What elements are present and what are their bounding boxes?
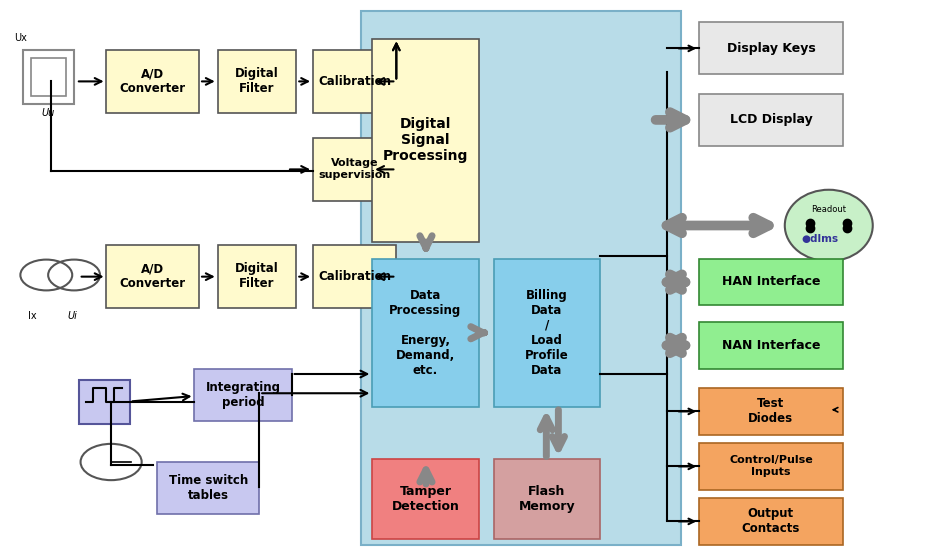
FancyBboxPatch shape: [699, 94, 843, 146]
Text: LCD Display: LCD Display: [730, 113, 812, 126]
Text: Test
Diodes: Test Diodes: [748, 397, 794, 425]
Text: Ui: Ui: [68, 311, 78, 321]
FancyBboxPatch shape: [699, 322, 843, 369]
Text: Calibration: Calibration: [319, 270, 391, 283]
FancyBboxPatch shape: [313, 50, 396, 113]
Text: Data
Processing

Energy,
Demand,
etc.: Data Processing Energy, Demand, etc.: [389, 289, 462, 377]
FancyBboxPatch shape: [699, 498, 843, 544]
Text: Billing
Data
/
Load
Profile
Data: Billing Data / Load Profile Data: [525, 289, 569, 377]
FancyBboxPatch shape: [361, 11, 681, 544]
FancyBboxPatch shape: [194, 368, 292, 421]
Text: HAN Interface: HAN Interface: [721, 276, 820, 288]
Text: Tamper
Detection: Tamper Detection: [392, 485, 459, 513]
Text: Time switch
tables: Time switch tables: [169, 474, 248, 502]
Text: A/D
Converter: A/D Converter: [119, 67, 186, 95]
Text: Calibration: Calibration: [319, 75, 391, 87]
Text: Voltage
supervision: Voltage supervision: [319, 158, 391, 180]
Text: Integrating
period: Integrating period: [206, 381, 281, 409]
Text: NAN Interface: NAN Interface: [721, 339, 820, 351]
FancyBboxPatch shape: [699, 22, 843, 74]
Text: Readout: Readout: [811, 205, 846, 213]
FancyBboxPatch shape: [218, 245, 296, 308]
FancyBboxPatch shape: [218, 50, 296, 113]
Text: Uu: Uu: [42, 107, 55, 118]
Text: Output
Contacts: Output Contacts: [742, 507, 800, 535]
FancyBboxPatch shape: [79, 379, 130, 424]
Text: Digital
Filter: Digital Filter: [235, 262, 279, 290]
Text: Flash
Memory: Flash Memory: [519, 485, 575, 513]
Text: Digital
Signal
Processing: Digital Signal Processing: [382, 117, 469, 163]
FancyBboxPatch shape: [106, 245, 199, 308]
Text: A/D
Converter: A/D Converter: [119, 262, 186, 290]
FancyBboxPatch shape: [372, 459, 479, 539]
Text: Ix: Ix: [28, 311, 36, 321]
FancyBboxPatch shape: [494, 258, 600, 407]
FancyBboxPatch shape: [699, 443, 843, 490]
FancyBboxPatch shape: [106, 50, 199, 113]
FancyBboxPatch shape: [699, 258, 843, 305]
FancyBboxPatch shape: [372, 39, 479, 242]
Text: Control/Pulse
Inputs: Control/Pulse Inputs: [729, 455, 813, 477]
Text: Ux: Ux: [14, 33, 27, 43]
FancyBboxPatch shape: [699, 388, 843, 435]
Ellipse shape: [785, 190, 872, 261]
Text: Digital
Filter: Digital Filter: [235, 67, 279, 95]
FancyBboxPatch shape: [157, 462, 259, 514]
FancyBboxPatch shape: [494, 459, 600, 539]
FancyBboxPatch shape: [372, 258, 479, 407]
Text: ●dlms: ●dlms: [801, 234, 838, 244]
FancyBboxPatch shape: [313, 245, 396, 308]
Text: Display Keys: Display Keys: [727, 42, 815, 54]
FancyBboxPatch shape: [313, 138, 396, 201]
